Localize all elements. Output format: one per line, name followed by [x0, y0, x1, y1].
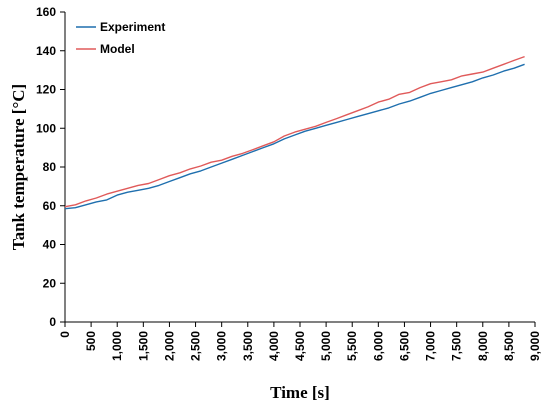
x-tick-label: 6,000 [371, 331, 385, 361]
y-tick-label: 60 [43, 199, 57, 213]
y-tick-label: 20 [43, 276, 57, 290]
x-tick-label: 9,000 [528, 331, 542, 361]
x-tick-label: 2,500 [189, 331, 203, 361]
y-tick-label: 140 [36, 44, 56, 58]
y-tick-label: 40 [43, 238, 57, 252]
x-tick-label: 3,500 [241, 331, 255, 361]
x-tick-label: 5,500 [345, 331, 359, 361]
x-tick-label: 4,500 [293, 331, 307, 361]
x-tick-label: 3,000 [215, 331, 229, 361]
x-axis-title: Time [s] [270, 383, 330, 402]
series-group [64, 55, 525, 210]
x-tick-label: 0 [58, 331, 72, 338]
x-tick-label: 7,500 [450, 331, 464, 361]
y-axis-title: Tank temperature [°C] [9, 84, 28, 250]
y-tick-label: 100 [36, 121, 56, 135]
x-tick-label: 1,000 [110, 331, 124, 361]
legend: Experiment Model [76, 20, 165, 56]
x-tick-label: 4,000 [267, 331, 281, 361]
x-tick-label: 5,000 [319, 331, 333, 361]
y-tick-label: 120 [36, 83, 56, 97]
x-tick-label: 6,500 [397, 331, 411, 361]
legend-label-experiment: Experiment [100, 20, 165, 34]
series-line-model [64, 55, 525, 208]
x-tick-label: 8,500 [502, 331, 516, 361]
x-tick-label: 7,000 [424, 331, 438, 361]
y-tick-label: 160 [36, 5, 56, 19]
x-tick-label: 1,500 [136, 331, 150, 361]
legend-label-model: Model [100, 42, 135, 56]
x-tick-label: 500 [84, 331, 98, 351]
x-tick-label: 2,000 [162, 331, 176, 361]
x-axis-ticks: 0 500 1,000 1,500 2,000 2,500 3,000 3,500 4,000 4… [58, 322, 542, 361]
plot-area [64, 12, 535, 323]
series-line-experiment [64, 63, 525, 210]
y-tick-label: 0 [49, 315, 56, 329]
y-tick-label: 80 [43, 160, 57, 174]
y-axis-ticks: 0 20 40 60 80 100 120 140 160 [36, 5, 65, 329]
x-tick-label: 8,000 [476, 331, 490, 361]
